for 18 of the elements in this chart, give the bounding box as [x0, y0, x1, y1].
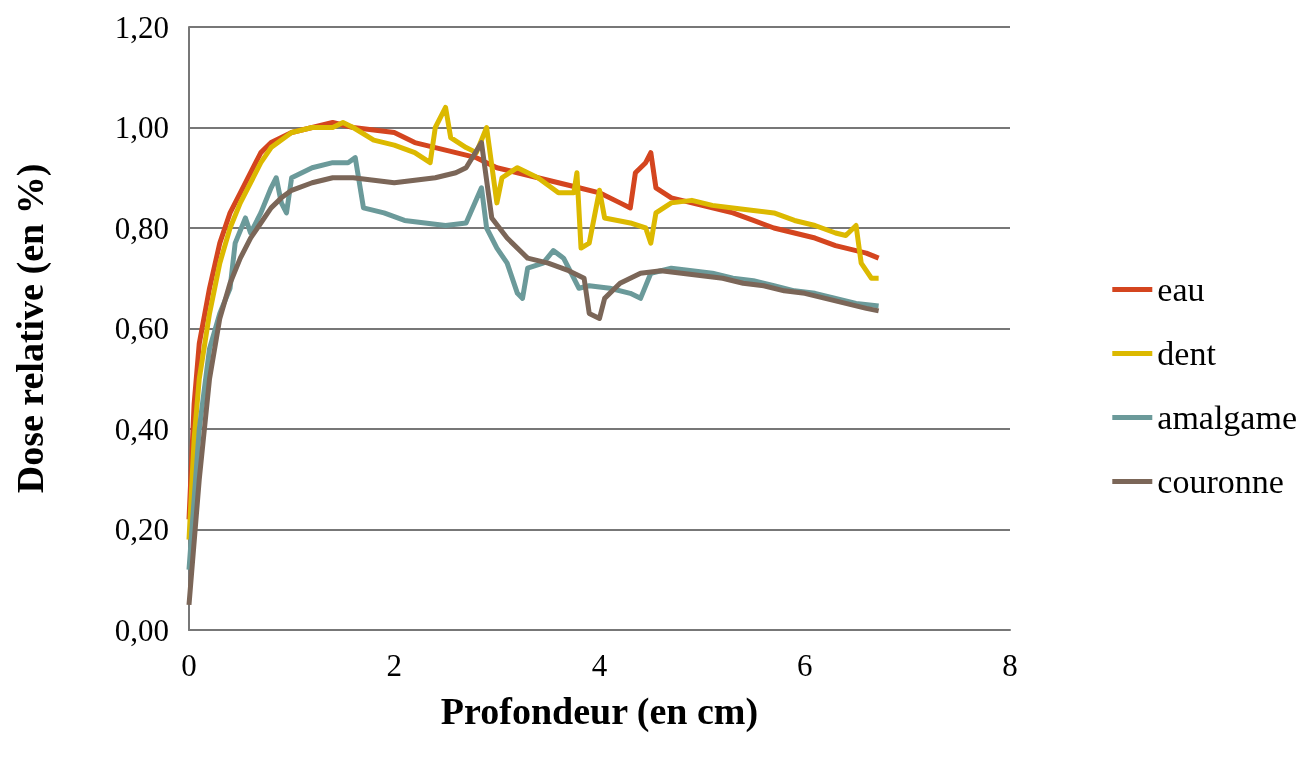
- y-tick-label: 0,20: [114, 512, 169, 547]
- y-tick-label: 0,00: [114, 612, 169, 648]
- x-axis-title: Profondeur (en cm): [440, 690, 759, 733]
- x-tick-label: 6: [797, 648, 813, 683]
- y-axis-title: Dose relative (en %): [9, 163, 52, 494]
- legend-label: couronne: [1157, 463, 1284, 500]
- legend-label: dent: [1157, 335, 1217, 372]
- legend-label: eau: [1157, 271, 1205, 308]
- x-tick-label: 4: [591, 648, 608, 683]
- y-tick-label: 0,40: [114, 411, 169, 447]
- y-tick-label: 0,60: [114, 311, 169, 346]
- y-tick-label: 0,80: [114, 210, 169, 246]
- x-tick-label: 0: [181, 648, 197, 683]
- y-tick-label: 1,20: [114, 9, 169, 45]
- x-tick-label: 2: [386, 648, 402, 683]
- x-tick-label: 8: [1002, 648, 1018, 683]
- legend-label: amalgame: [1157, 399, 1297, 436]
- y-tick-label: 1,00: [114, 110, 169, 145]
